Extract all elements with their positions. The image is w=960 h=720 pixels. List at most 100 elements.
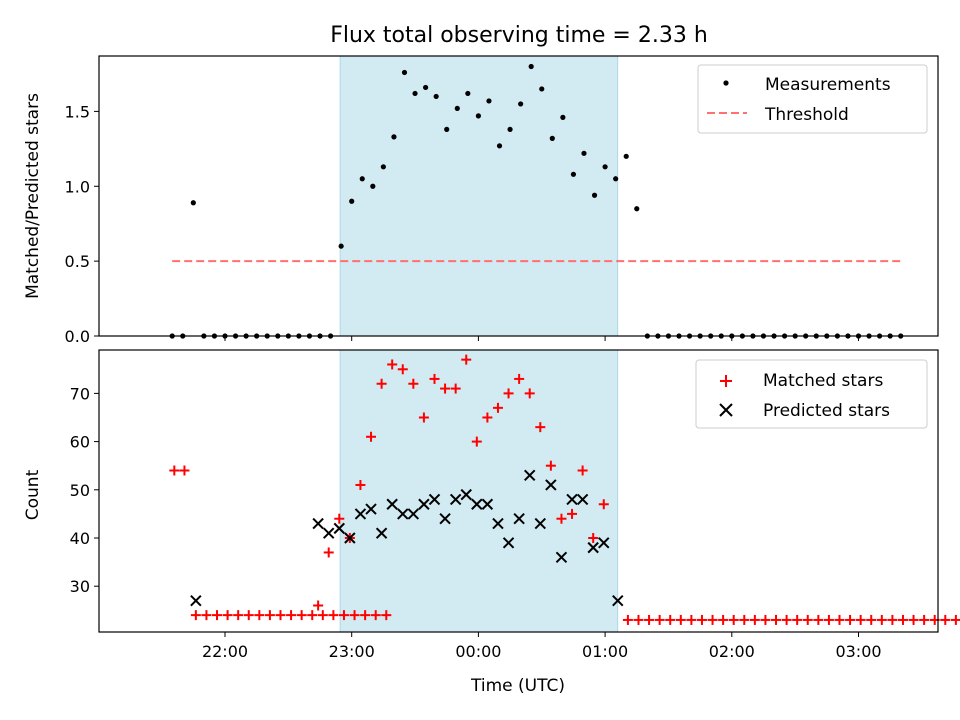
matched-stars-point (728, 614, 739, 625)
measurement-point (560, 114, 566, 120)
matched-stars-point (940, 614, 951, 625)
matched-stars-point (760, 614, 771, 625)
matched-stars-point (545, 460, 556, 471)
measurement-point (433, 93, 439, 100)
matched-stars-point (686, 614, 697, 625)
matched-stars-point (169, 465, 180, 476)
predicted-stars-point (502, 537, 515, 549)
matched-stars-point (622, 614, 633, 625)
x-tick-label: 01:00 (582, 642, 628, 661)
matched-stars-point (408, 378, 419, 389)
matched-stars-point (366, 431, 377, 442)
top-y-tick-label: 1.0 (65, 177, 90, 196)
measurement-point (528, 63, 534, 70)
matched-stars-point (286, 610, 297, 621)
x-tick-label: 22:00 (202, 642, 248, 661)
matched-stars-point (897, 614, 908, 625)
predicted-stars-point (471, 498, 483, 510)
bottom-legend: Matched stars Predicted stars (695, 359, 928, 429)
predicted-stars-point (598, 537, 610, 549)
matched-stars-point (556, 513, 567, 524)
matched-stars-point (749, 614, 760, 625)
bottom-panel: 30 40 50 60 70 22:00 23:00 00:00 01:00 02:00 03:00… (70, 349, 960, 661)
matched-stars-point (201, 610, 212, 621)
bottom-legend-box (695, 359, 928, 429)
matched-stars-point (535, 422, 546, 433)
matched-stars-point (781, 614, 792, 625)
predicted-stars-point (513, 513, 525, 525)
measurement-point (401, 69, 408, 76)
matched-stars-point (707, 614, 718, 625)
predicted-stars-point (481, 498, 494, 510)
matched-stars-point (855, 614, 866, 625)
measurement-point (623, 153, 629, 159)
top-y-tick-label: 0.0 (65, 327, 90, 346)
bottom-y-tick-label: 40 (70, 529, 90, 548)
matched-stars-point (492, 402, 503, 413)
legend-predicted-marker (719, 403, 733, 417)
matched-stars-point (834, 614, 845, 625)
matched-stars-point (179, 465, 190, 476)
matched-stars-point (370, 610, 381, 621)
matched-stars-point (908, 614, 919, 625)
predicted-stars-point (612, 594, 624, 607)
bottom-shaded-interval (339, 349, 619, 633)
measurement-point (549, 135, 555, 141)
predicted-stars-point (460, 488, 472, 501)
legend-threshold-label: Threshold (764, 105, 849, 125)
top-shaded-interval (339, 55, 619, 337)
measurement-point (486, 98, 492, 104)
x-tick-label: 23:00 (329, 642, 375, 661)
matched-stars-point (644, 614, 655, 625)
predicted-stars-point (322, 527, 335, 539)
matched-stars-point (482, 412, 493, 423)
measurement-point (412, 90, 418, 97)
bottom-axes-frame (98, 349, 939, 633)
measurement-point (634, 206, 640, 212)
measurement-point (539, 86, 545, 92)
predicted-stars-point (386, 498, 398, 510)
predicted-stars-point (439, 513, 451, 525)
predicted-stars-point (354, 508, 367, 520)
bottom-y-tick-label: 50 (70, 481, 90, 500)
matched-stars-point (397, 364, 408, 375)
legend-predicted-label: Predicted stars (763, 401, 890, 421)
matched-stars-point (328, 610, 339, 621)
measurement-point (507, 126, 513, 132)
matched-stars-point (212, 610, 223, 621)
predicted-stars-point (312, 517, 324, 530)
matched-stars-point (665, 614, 676, 625)
matched-stars-point (845, 614, 856, 625)
x-tick-label: 00:00 (455, 642, 501, 661)
matched-stars-point (360, 610, 371, 621)
matched-stars-point (323, 547, 334, 558)
matched-stars-point (440, 383, 451, 394)
measurement-point (496, 143, 503, 149)
predicted-stars-point (428, 493, 441, 506)
matched-stars-point (598, 499, 609, 510)
measurement-point (370, 183, 376, 189)
top-axes-frame (98, 55, 939, 337)
bottom-y-tick-label: 70 (70, 384, 90, 403)
x-tick-label: 03:00 (835, 642, 881, 661)
measurement-point (444, 126, 450, 132)
top-y-axis-label: Matched/Predicted stars (23, 93, 43, 299)
matched-stars-point (950, 614, 960, 625)
matched-stars-point (675, 614, 686, 625)
matched-stars-point (633, 614, 644, 625)
predicted-stars-point (407, 508, 420, 520)
measurement-point (570, 171, 577, 177)
matched-stars-point (334, 513, 345, 524)
matched-stars-point (429, 373, 440, 384)
predicted-stars-point (190, 594, 202, 607)
predicted-stars-point (333, 522, 345, 535)
predicted-stars-point (555, 551, 568, 563)
measurement-point (454, 105, 460, 112)
predicted-stars-point (534, 517, 547, 530)
matched-stars-point (376, 378, 387, 389)
measurement-point (423, 84, 429, 91)
matched-stars-point (654, 614, 665, 625)
matched-stars-point (919, 614, 930, 625)
matched-stars-point (461, 354, 472, 365)
